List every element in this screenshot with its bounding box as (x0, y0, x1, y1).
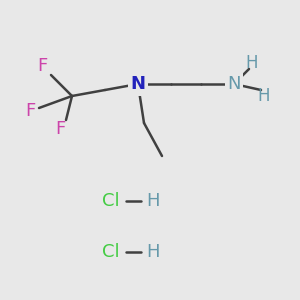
Text: F: F (25, 102, 35, 120)
Text: H: H (246, 54, 258, 72)
Text: F: F (37, 57, 47, 75)
Text: N: N (130, 75, 146, 93)
Text: Cl: Cl (102, 192, 120, 210)
Text: H: H (258, 87, 270, 105)
Text: H: H (146, 243, 160, 261)
Text: N: N (227, 75, 241, 93)
Text: Cl: Cl (102, 243, 120, 261)
Text: F: F (55, 120, 65, 138)
Text: H: H (146, 192, 160, 210)
